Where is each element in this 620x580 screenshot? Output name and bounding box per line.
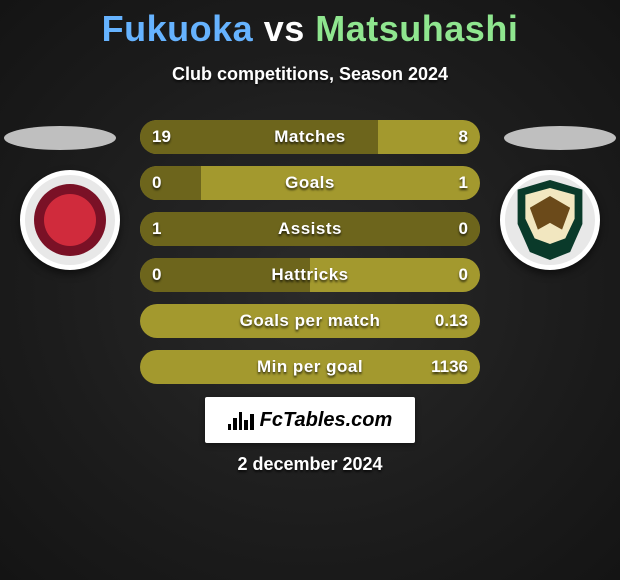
stat-left-value: 0 [152, 166, 161, 200]
stat-row: 0.13Goals per match [140, 304, 480, 338]
stat-row: 00Hattricks [140, 258, 480, 292]
team-crest-right [500, 170, 600, 270]
crest-left-ring [34, 184, 106, 256]
branding-text: FcTables.com [260, 409, 393, 432]
bar-fill [140, 212, 480, 246]
subtitle: Club competitions, Season 2024 [0, 64, 620, 85]
stat-right-value: 0.13 [435, 304, 468, 338]
bar-fill [140, 258, 310, 292]
crest-left-core [44, 194, 96, 246]
stat-right-value: 1136 [431, 350, 468, 384]
stat-left-value: 19 [152, 120, 171, 154]
footer-date: 2 december 2024 [0, 454, 620, 475]
stat-row: 01Goals [140, 166, 480, 200]
stat-left-value: 0 [152, 258, 161, 292]
player2-name: Matsuhashi [315, 8, 518, 49]
stat-right-value: 0 [459, 258, 468, 292]
branding-box: FcTables.com [205, 397, 415, 443]
shadow-ellipse-left [4, 126, 116, 150]
bar-fill [140, 120, 378, 154]
stat-right-value: 8 [459, 120, 468, 154]
comparison-infographic: Fukuoka vs Matsuhashi Club competitions,… [0, 0, 620, 580]
player1-name: Fukuoka [102, 8, 254, 49]
bar-track [140, 350, 480, 384]
bar-track [140, 304, 480, 338]
stat-right-value: 1 [459, 166, 468, 200]
barchart-icon [228, 410, 254, 430]
stat-bars: 198Matches01Goals10Assists00Hattricks0.1… [140, 120, 480, 396]
bar-fill [140, 166, 201, 200]
crest-right-shield [514, 180, 586, 260]
title: Fukuoka vs Matsuhashi [0, 0, 620, 50]
team-crest-left [20, 170, 120, 270]
stat-row: 1136Min per goal [140, 350, 480, 384]
stat-right-value: 0 [459, 212, 468, 246]
shadow-ellipse-right [504, 126, 616, 150]
stat-row: 10Assists [140, 212, 480, 246]
vs-label: vs [264, 8, 305, 49]
stat-left-value: 1 [152, 212, 161, 246]
stat-row: 198Matches [140, 120, 480, 154]
